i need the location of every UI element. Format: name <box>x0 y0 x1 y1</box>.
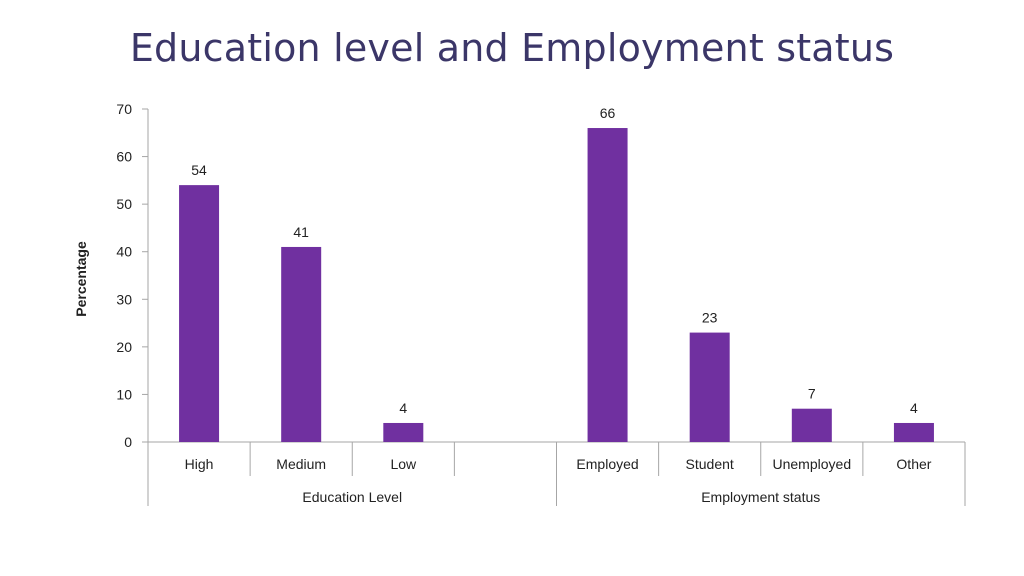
data-label: 41 <box>293 224 309 240</box>
chart-bars <box>179 128 934 442</box>
category-label: Medium <box>276 456 326 472</box>
bar-other <box>893 422 934 442</box>
chart-axes <box>142 108 966 506</box>
y-tick-label: 40 <box>116 244 132 260</box>
y-tick-label: 70 <box>116 101 132 117</box>
y-tick-label: 50 <box>116 196 132 212</box>
data-label: 66 <box>600 105 616 121</box>
bar-employed <box>587 128 628 442</box>
y-tick-label: 60 <box>116 149 132 165</box>
category-label: Employed <box>576 456 638 472</box>
y-axis-title: Percentage <box>73 241 89 317</box>
bar-student <box>689 332 730 442</box>
category-label: High <box>185 456 214 472</box>
bar-low <box>383 422 424 442</box>
data-label: 4 <box>910 400 918 416</box>
data-label: 54 <box>191 162 207 178</box>
bar-unemployed <box>791 408 832 442</box>
y-tick-label: 10 <box>116 386 132 402</box>
y-tick-label: 0 <box>124 434 132 450</box>
category-label: Low <box>390 456 417 472</box>
data-label: 7 <box>808 386 816 402</box>
y-tick-label: 30 <box>116 291 132 307</box>
data-label: 4 <box>399 400 407 416</box>
bar-high <box>179 185 220 442</box>
chart-labels: 0 10 20 30 40 50 60 70 54 High 41 Medium 4 Low 66 Emplo… <box>116 101 931 505</box>
category-label: Student <box>686 456 734 472</box>
category-label: Unemployed <box>773 456 852 472</box>
group-label: Employment status <box>701 489 820 505</box>
data-label: 23 <box>702 310 718 326</box>
category-label: Other <box>896 456 931 472</box>
bar-medium <box>281 246 322 442</box>
group-label: Education Level <box>302 489 402 505</box>
y-tick-label: 20 <box>116 339 132 355</box>
slide-title: Education level and Employment status <box>129 26 895 70</box>
